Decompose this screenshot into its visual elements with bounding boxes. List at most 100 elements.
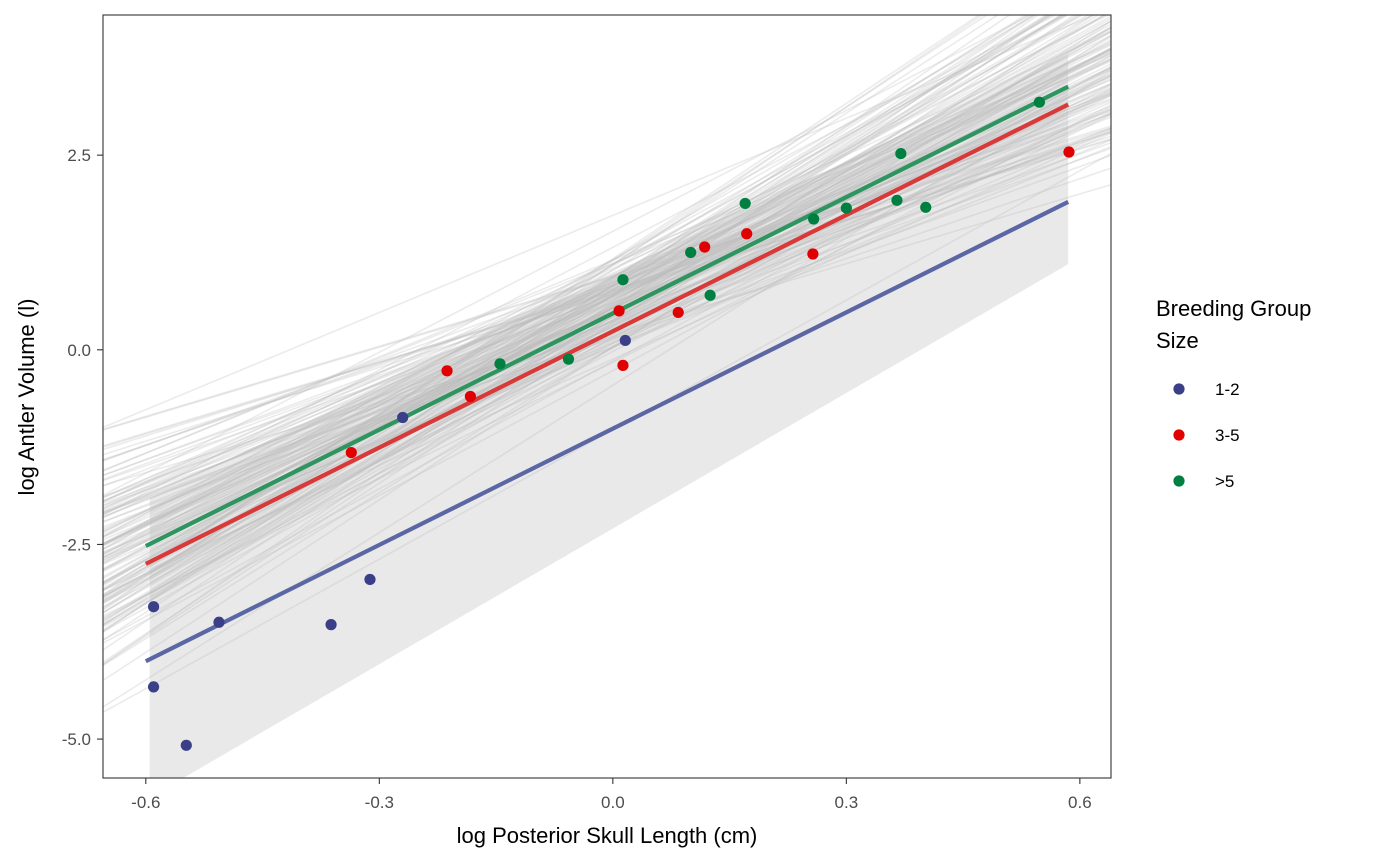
y-axis: -5.0 -2.5 0.0 2.5 (62, 146, 103, 749)
posterior-line (103, 26, 1111, 622)
posterior-line (103, 31, 1111, 578)
posterior-line (103, 103, 1111, 645)
point-series-1-3 (180, 739, 192, 751)
posterior-line (103, 78, 1111, 498)
posterior-line (103, 76, 1111, 546)
posterior-line (103, 15, 1054, 609)
posterior-line (103, 51, 1111, 519)
posterior-line (103, 42, 1111, 499)
x-tick-label: -0.3 (365, 793, 394, 812)
y-tick-label: 2.5 (67, 146, 91, 165)
posterior-line (103, 83, 1111, 545)
point-series-1-5 (325, 619, 337, 631)
posterior-line (103, 78, 1111, 544)
posterior-line (103, 15, 1067, 550)
posterior-line (103, 25, 1111, 614)
posterior-line (103, 138, 1111, 447)
posterior-line (103, 84, 1111, 604)
posterior-line (103, 52, 1111, 562)
posterior-line (103, 111, 1111, 541)
posterior-line (103, 49, 1111, 510)
posterior-line (103, 111, 1111, 572)
point-series-2-7 (699, 241, 711, 253)
posterior-line (103, 147, 1111, 513)
posterior-line (103, 83, 1111, 515)
posterior-line (103, 15, 1090, 559)
legend-label-1: 1-2 (1215, 380, 1240, 399)
posterior-line (103, 113, 1111, 566)
posterior-line (103, 138, 1111, 448)
posterior-line (103, 135, 1111, 456)
posterior-line (103, 23, 1111, 586)
posterior-line (103, 15, 1110, 534)
posterior-line (103, 29, 1111, 537)
posterior-line (103, 15, 1106, 585)
point-series-1-8 (619, 334, 631, 347)
posterior-line (103, 35, 1111, 622)
point-series-2-5 (617, 359, 629, 371)
point-series-3-12 (1033, 96, 1045, 108)
x-tick-label: 0.6 (1068, 793, 1092, 812)
posterior-line (103, 115, 1111, 523)
point-series-2-1 (345, 446, 357, 459)
point-series-3-11 (920, 201, 932, 213)
posterior-line (103, 38, 1111, 601)
legend-label-3: >5 (1215, 472, 1234, 491)
point-series-2-2 (441, 365, 453, 377)
point-series-3-10 (895, 147, 907, 160)
posterior-line (103, 43, 1111, 556)
posterior-line (103, 48, 1111, 546)
point-series-2-4 (613, 305, 625, 317)
posterior-line (103, 167, 1111, 514)
posterior-line (103, 108, 1111, 550)
legend-title-line-2: Size (1156, 328, 1199, 353)
posterior-line (103, 92, 1111, 555)
y-axis-title: log Antler Volume (l) (14, 299, 39, 496)
legend-key-3 (1173, 475, 1185, 487)
posterior-line (103, 65, 1111, 628)
posterior-line (103, 60, 1111, 472)
posterior-line (103, 131, 1111, 451)
posterior-line (103, 27, 1111, 626)
posterior-line (103, 30, 1111, 503)
x-tick-label: 0.0 (601, 793, 625, 812)
posterior-line (103, 69, 1111, 633)
posterior-line (103, 66, 1111, 532)
posterior-lines (103, 15, 1111, 714)
posterior-line (103, 15, 981, 599)
posterior-line (103, 15, 1000, 596)
posterior-line (103, 30, 1111, 592)
posterior-line (103, 130, 1111, 561)
posterior-line (103, 15, 1094, 614)
point-series-3-8 (840, 202, 852, 214)
x-axis-title: log Posterior Skull Length (cm) (457, 823, 758, 848)
posterior-line (103, 63, 1111, 559)
posterior-line (103, 58, 1111, 564)
posterior-line (103, 82, 1111, 510)
y-tick-label: -2.5 (62, 535, 91, 554)
posterior-line (103, 49, 1111, 598)
posterior-line (103, 48, 1111, 503)
posterior-line (103, 15, 1051, 651)
posterior-line (103, 113, 1111, 461)
posterior-line (103, 15, 1049, 627)
posterior-line (103, 34, 1111, 667)
legend-key-2 (1173, 429, 1185, 441)
posterior-line (103, 15, 1058, 516)
posterior-line (103, 101, 1111, 545)
posterior-line (103, 47, 1111, 599)
fit-lines (144, 84, 1070, 664)
posterior-line (103, 54, 1111, 563)
x-axis: -0.6 -0.3 0.0 0.3 0.6 (131, 778, 1092, 812)
fit-line-series-3 (144, 84, 1070, 548)
posterior-line (103, 72, 1111, 603)
posterior-line (103, 57, 1111, 507)
y-tick-label: -5.0 (62, 730, 91, 749)
posterior-line (103, 92, 1111, 462)
posterior-line (103, 132, 1111, 592)
posterior-line (103, 88, 1111, 514)
point-series-3-6 (739, 197, 751, 210)
point-series-3-1 (494, 358, 506, 370)
posterior-line (103, 15, 1033, 497)
fit-line-series-1 (144, 199, 1070, 664)
